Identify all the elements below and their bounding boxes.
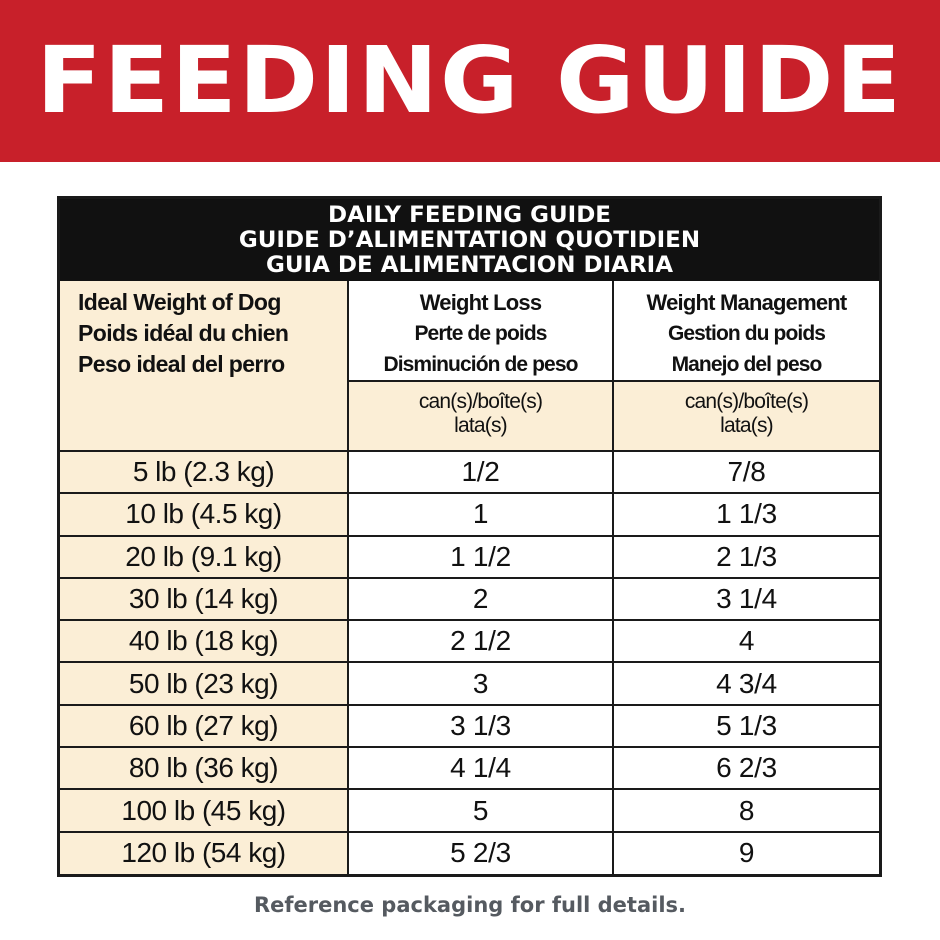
weight-loss-cell: 3 1/3 (347, 703, 614, 749)
guide-title-block: DAILY FEEDING GUIDE GUIDE D’ALIMENTATION… (60, 199, 879, 281)
table-row: 50 lb (23 kg) 3 4 3/4 (60, 661, 879, 706)
page-title: FEEDING GUIDE (36, 27, 904, 134)
weight-cell: 50 lb (23 kg) (60, 661, 349, 706)
table-row: 5 lb (2.3 kg) 1/2 7/8 (60, 449, 879, 495)
weight-loss-en: Weight Loss (419, 290, 542, 315)
weight-header-es: Peso ideal del perro (78, 351, 285, 377)
weight-management-cell: 6 2/3 (612, 746, 879, 791)
weight-cell: 20 lb (9.1 kg) (60, 534, 349, 579)
weight-loss-es: Disminución de peso (383, 353, 578, 376)
weight-cell: 100 lb (45 kg) (60, 788, 349, 833)
table-row: 100 lb (45 kg) 5 8 (60, 788, 879, 833)
guide-title-es: GUIA DE ALIMENTACION DIARIA (265, 251, 674, 278)
weight-cell: 5 lb (2.3 kg) (60, 449, 349, 495)
table-row: 80 lb (36 kg) 4 1/4 6 2/3 (60, 746, 879, 791)
weight-loss-cell: 5 2/3 (347, 830, 614, 874)
weight-management-cell: 2 1/3 (612, 534, 879, 579)
weight-management-es: Manejo del peso (671, 353, 823, 376)
weight-management-cell: 9 (612, 830, 879, 874)
footer-note: Reference packaging for full details. (253, 893, 687, 917)
weight-management-cell: 8 (612, 788, 879, 833)
guide-title-fr: GUIDE D’ALIMENTATION QUOTIDIEN (238, 226, 701, 253)
table-row: 10 lb (4.5 kg) 1 1 1/3 (60, 492, 879, 537)
weight-management-cell: 4 (612, 619, 879, 664)
weight-management-cell: 5 1/3 (612, 703, 879, 749)
table-row: 30 lb (14 kg) 2 3 1/4 (60, 576, 879, 622)
weight-management-fr: Gestion du poids (667, 322, 826, 345)
weight-loss-cell: 4 1/4 (347, 746, 614, 791)
feeding-guide-table: DAILY FEEDING GUIDE GUIDE D’ALIMENTATION… (57, 196, 882, 877)
weight-management-cell: 1 1/3 (612, 492, 879, 537)
weight-management-header: Weight Management Gestion du poids Manej… (612, 281, 879, 382)
weight-loss-fr: Perte de poids (414, 322, 547, 345)
weight-column-header: Ideal Weight of Dog Poids idéal du chien… (60, 281, 349, 452)
table-row: 60 lb (27 kg) 3 1/3 5 1/3 (60, 703, 879, 749)
weight-loss-cell: 1 1/2 (347, 534, 614, 579)
weight-management-en: Weight Management (646, 290, 848, 315)
weight-management-cell: 3 1/4 (612, 576, 879, 622)
table-row: 20 lb (9.1 kg) 1 1/2 2 1/3 (60, 534, 879, 579)
weight-loss-cell: 1 (347, 492, 614, 537)
weight-loss-cell: 2 1/2 (347, 619, 614, 664)
weight-management-cell: 4 3/4 (612, 661, 879, 706)
weight-cell: 10 lb (4.5 kg) (60, 492, 349, 537)
weight-cell: 30 lb (14 kg) (60, 576, 349, 622)
guide-title-en: DAILY FEEDING GUIDE (327, 201, 612, 228)
table-row: 120 lb (54 kg) 5 2/3 9 (60, 830, 879, 874)
weight-loss-cell: 1/2 (347, 449, 614, 495)
unit-line-2: lata(s) (454, 414, 508, 437)
weight-header-en: Ideal Weight of Dog (78, 289, 281, 315)
weight-management-cell: 7/8 (612, 449, 879, 495)
feeding-grid: Ideal Weight of Dog Poids idéal du chien… (60, 281, 879, 874)
weight-management-unit: can(s)/boîte(s) lata(s) (612, 380, 879, 452)
weight-loss-cell: 2 (347, 576, 614, 622)
weight-cell: 60 lb (27 kg) (60, 703, 349, 749)
weight-loss-unit: can(s)/boîte(s) lata(s) (348, 380, 614, 452)
title-banner: FEEDING GUIDE (0, 0, 940, 162)
weight-cell: 80 lb (36 kg) (60, 746, 349, 791)
weight-loss-cell: 3 (347, 661, 614, 706)
weight-loss-header: Weight Loss Perte de poids Disminución d… (347, 281, 614, 382)
unit-line-2: lata(s) (720, 414, 774, 437)
weight-cell: 120 lb (54 kg) (60, 830, 349, 874)
weight-header-fr: Poids idéal du chien (78, 320, 289, 346)
unit-line-1: can(s)/boîte(s) (684, 390, 809, 413)
weight-cell: 40 lb (18 kg) (60, 619, 349, 664)
unit-line-1: can(s)/boîte(s) (418, 390, 543, 413)
table-row: 40 lb (18 kg) 2 1/2 4 (60, 619, 879, 664)
weight-loss-cell: 5 (347, 788, 614, 833)
